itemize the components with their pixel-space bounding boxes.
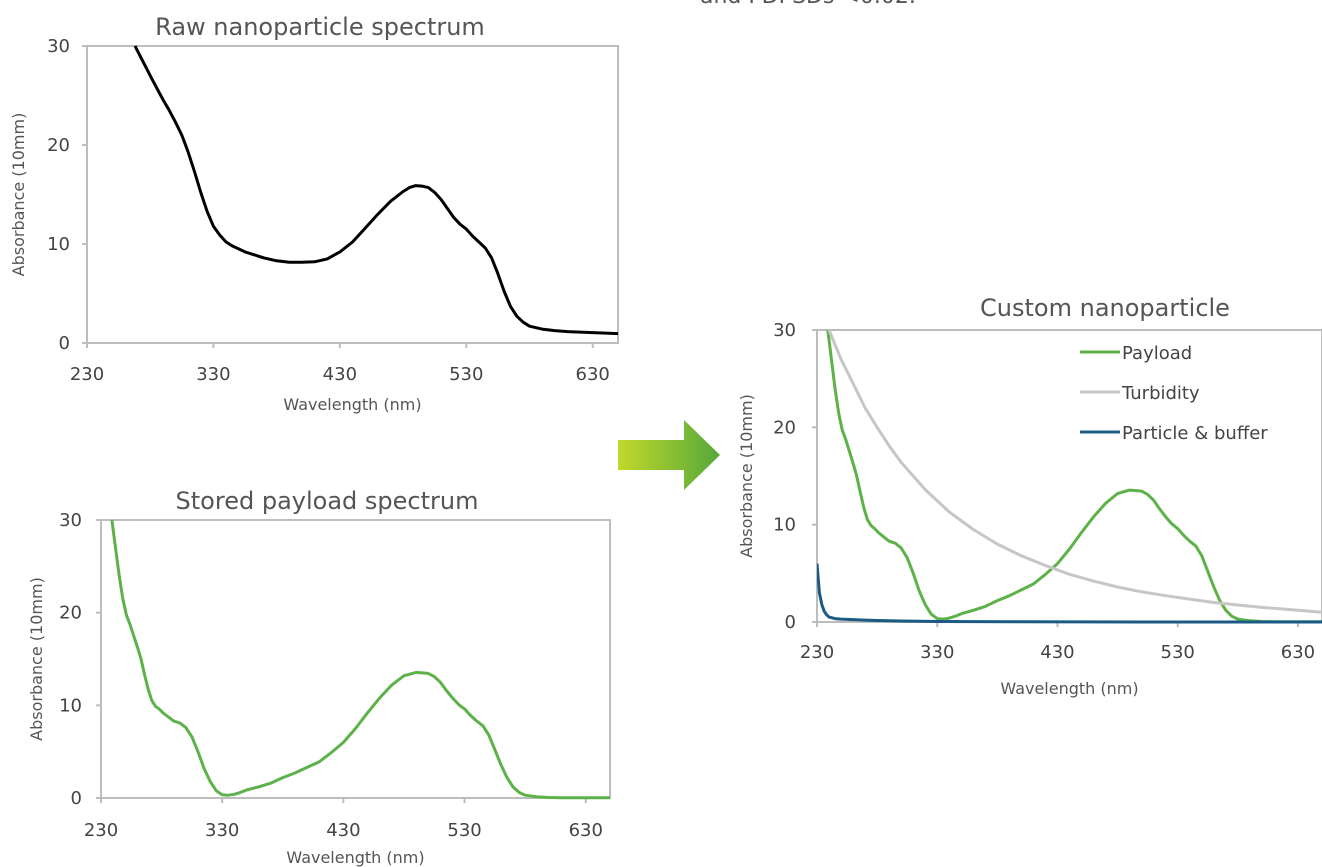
legend-label: Turbidity (1121, 383, 1200, 404)
chart-title: Custom nanoparticle (980, 294, 1230, 322)
y-tick-label: 20 (773, 417, 796, 438)
y-tick-label: 0 (71, 788, 82, 809)
plot-frame (816, 329, 1322, 623)
series-line-turbidity (827, 329, 1322, 614)
plot-frame (86, 45, 619, 344)
caption-fragment: and PDI SDs <0.02. (700, 0, 916, 9)
y-tick-label: 20 (59, 603, 82, 624)
y-tick-label: 10 (59, 695, 82, 716)
y-tick-label: 30 (47, 36, 70, 57)
y-tick-label: 10 (47, 234, 70, 255)
y-tick-label: 0 (785, 612, 796, 633)
x-tick-label: 530 (447, 820, 481, 841)
series-line-payload (826, 329, 1322, 624)
x-tick-label: 630 (576, 364, 610, 385)
custom-nanoparticle-chart: 0 10 20 30 230 330 430 530 630 Custom nanoparticl… (737, 294, 1322, 698)
x-tick-label: 530 (1161, 642, 1195, 663)
x-axis-label: Wavelength (nm) (286, 848, 424, 867)
legend-label: Payload (1122, 343, 1192, 364)
chart-title: Stored payload spectrum (176, 487, 479, 515)
x-axis-label: Wavelength (nm) (283, 395, 421, 414)
x-tick-label: 330 (920, 642, 954, 663)
x-axis-label: Wavelength (nm) (1000, 679, 1138, 698)
x-tick-label: 430 (326, 820, 360, 841)
x-tick-label: 330 (196, 364, 230, 385)
x-tick-label: 630 (1281, 642, 1315, 663)
series-line (110, 519, 610, 800)
stored-payload-chart: 0 10 20 30 230 330 430 530 630 Stored payload spe… (27, 487, 611, 867)
plot-frame (100, 519, 611, 799)
chart-title: Raw nanoparticle spectrum (155, 13, 485, 41)
y-tick-label: 10 (773, 515, 796, 536)
y-axis-label: Absorbance (10mm) (27, 577, 46, 741)
x-tick-label: 330 (205, 820, 239, 841)
legend-label: Particle & buffer (1122, 423, 1268, 444)
x-tick-label: 230 (800, 642, 834, 663)
right-arrow-icon (618, 420, 720, 490)
x-tick-label: 430 (323, 364, 357, 385)
y-tick-label: 20 (47, 135, 70, 156)
y-axis-label: Absorbance (10mm) (9, 113, 28, 277)
x-tick-label: 630 (569, 820, 603, 841)
y-tick-label: 30 (773, 320, 796, 341)
series-line (133, 45, 619, 336)
series-line-particle-buffer (817, 563, 1322, 624)
x-tick-label: 530 (449, 364, 483, 385)
y-tick-label: 0 (59, 333, 70, 354)
x-tick-label: 230 (84, 820, 118, 841)
y-axis-label: Absorbance (10mm) (737, 394, 756, 558)
y-tick-label: 30 (59, 510, 82, 531)
raw-spectrum-chart: 0 10 20 30 230 330 430 530 630 Raw nanoparticle s… (9, 13, 619, 414)
x-tick-label: 430 (1040, 642, 1074, 663)
x-tick-label: 230 (70, 364, 104, 385)
